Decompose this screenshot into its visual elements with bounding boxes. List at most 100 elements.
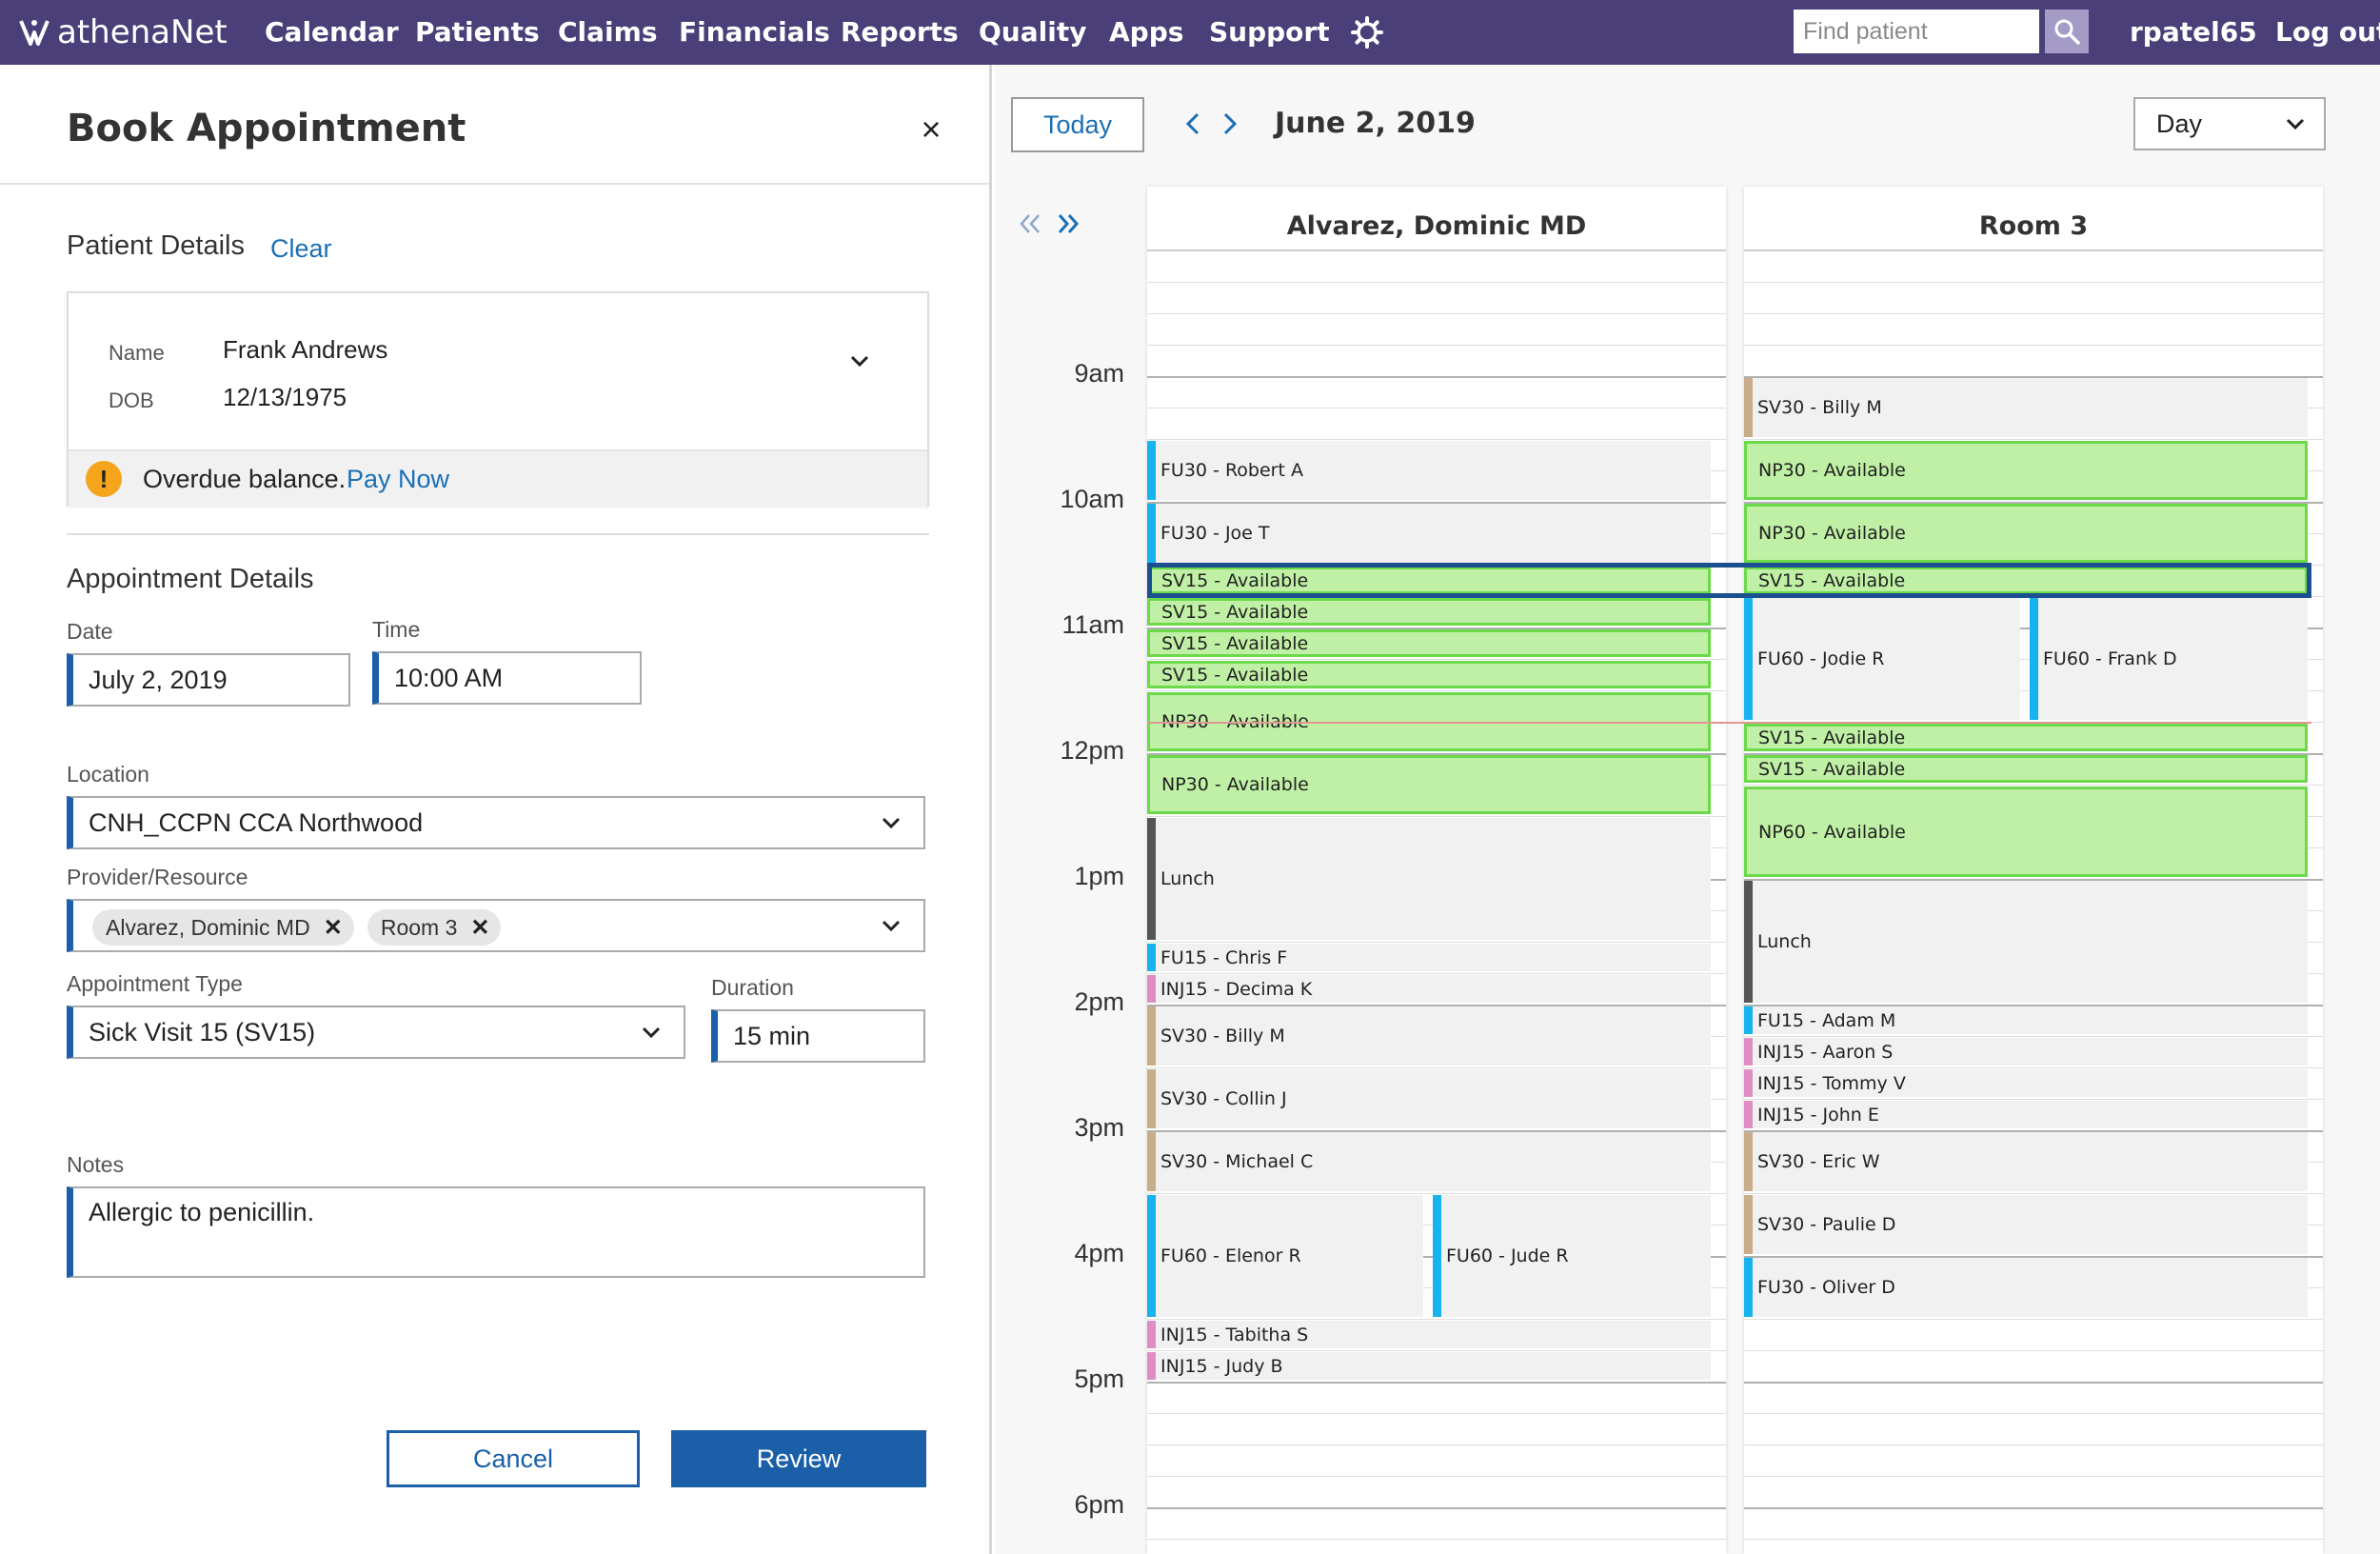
appointment-block[interactable]: INJ15 - Aaron S: [1744, 1038, 2308, 1066]
grid-line: [1744, 439, 2323, 440]
appointment-block[interactable]: INJ15 - Tabitha S: [1147, 1321, 1711, 1348]
available-slot[interactable]: NP30 - Available: [1744, 504, 2308, 563]
appointment-block[interactable]: SV30 - Michael C: [1147, 1132, 1711, 1191]
nav-quality[interactable]: Quality: [979, 16, 1087, 48]
lunch-block[interactable]: Lunch: [1744, 881, 2308, 1003]
review-button[interactable]: Review: [671, 1430, 926, 1487]
appointment-block[interactable]: FU30 - Oliver D: [1744, 1258, 2308, 1317]
appointment-color-bar: [1744, 1195, 1753, 1254]
close-button[interactable]: ×: [921, 110, 942, 149]
chevron-down-icon[interactable]: [845, 347, 874, 375]
pay-now-link[interactable]: Pay Now: [347, 465, 450, 493]
available-slot[interactable]: SV15 - Available: [1147, 598, 1711, 626]
nav-patients[interactable]: Patients: [415, 16, 540, 48]
available-slot[interactable]: SV15 - Available: [1147, 661, 1711, 688]
provider-select[interactable]: Alvarez, Dominic MD ✕ Room 3 ✕: [67, 899, 925, 952]
date-value: July 2, 2019: [89, 666, 228, 694]
nav-support[interactable]: Support: [1209, 16, 1330, 48]
appointment-block[interactable]: FU30 - Joe T: [1147, 504, 1711, 563]
appointment-block[interactable]: SV30 - Billy M: [1744, 378, 2308, 437]
appointment-color-bar: [1147, 1006, 1156, 1066]
panel-title: Book Appointment: [67, 107, 466, 150]
appointment-block[interactable]: FU60 - Frank D: [2030, 598, 2308, 720]
appointment-block[interactable]: SV30 - Eric W: [1744, 1132, 2308, 1191]
grid-line: [1147, 753, 1726, 755]
grid-line: [1744, 753, 2323, 755]
search-button[interactable]: [2045, 10, 2089, 53]
lunch-block[interactable]: Lunch: [1147, 818, 1711, 940]
available-slot[interactable]: SV15 - Available: [1744, 724, 2308, 751]
appointment-block[interactable]: FU15 - Chris F: [1147, 944, 1711, 971]
appointment-label: SV15 - Available: [1161, 632, 1309, 654]
double-chevron-left-icon[interactable]: [1016, 209, 1044, 238]
time-label: 2pm: [1074, 987, 1124, 1016]
date-field[interactable]: July 2, 2019: [67, 653, 350, 707]
grid-line: [1744, 1382, 2323, 1384]
today-button[interactable]: Today: [1011, 97, 1144, 152]
location-select[interactable]: CNH_CCPN CCA Northwood: [67, 796, 925, 849]
appointment-block[interactable]: INJ15 - Tommy V: [1744, 1069, 2308, 1097]
available-slot[interactable]: SV15 - Available: [1147, 629, 1711, 657]
search-icon: [2054, 19, 2080, 45]
appointment-block[interactable]: INJ15 - Judy B: [1147, 1352, 1711, 1380]
grid-line: [1147, 1350, 1726, 1351]
grid-line: [1744, 1319, 2323, 1320]
grid-line: [1744, 1005, 2323, 1006]
nav-financials[interactable]: Financials: [679, 16, 830, 48]
appointment-block[interactable]: INJ15 - Decima K: [1147, 975, 1711, 1003]
appointment-block[interactable]: FU15 - Adam M: [1744, 1006, 2308, 1034]
appointment-label: NP30 - Available: [1161, 774, 1309, 795]
available-slot[interactable]: NP60 - Available: [1744, 787, 2308, 877]
grid-line: [1147, 659, 1726, 660]
patient-details-heading: Patient Details: [67, 230, 245, 261]
duration-field[interactable]: 15 min: [711, 1009, 925, 1063]
available-slot[interactable]: NP30 - Available: [1147, 755, 1711, 814]
appointment-type-select[interactable]: Sick Visit 15 (SV15): [67, 1006, 685, 1059]
chevron-left-icon[interactable]: [1179, 107, 1207, 141]
appointment-block[interactable]: FU60 - Jodie R: [1744, 598, 2020, 720]
nav-apps[interactable]: Apps: [1109, 16, 1184, 48]
appointment-block[interactable]: FU30 - Robert A: [1147, 441, 1711, 500]
notes-textarea[interactable]: Allergic to penicillin.: [67, 1186, 925, 1278]
grid-line: [1744, 1539, 2323, 1540]
nav-reports[interactable]: Reports: [841, 16, 959, 48]
location-label: Location: [67, 762, 149, 787]
appointment-block[interactable]: SV30 - Billy M: [1147, 1006, 1711, 1066]
appointment-block[interactable]: SV30 - Paulie D: [1744, 1195, 2308, 1254]
appointment-label: Lunch: [1160, 868, 1215, 889]
appointment-label: SV15 - Available: [1161, 569, 1309, 591]
remove-chip-icon[interactable]: ✕: [470, 914, 490, 941]
available-slot[interactable]: SV15 - Available: [1744, 567, 2308, 594]
nav-claims[interactable]: Claims: [558, 16, 658, 48]
selected-time-slot[interactable]: [1147, 563, 2311, 598]
appointment-block[interactable]: SV30 - Collin J: [1147, 1069, 1711, 1128]
appointment-color-bar: [1147, 818, 1156, 940]
cancel-button[interactable]: Cancel: [387, 1430, 640, 1487]
time-field[interactable]: 10:00 AM: [372, 651, 642, 705]
remove-chip-icon[interactable]: ✕: [323, 914, 343, 941]
current-time-line: [1147, 722, 2311, 724]
available-slot[interactable]: SV15 - Available: [1147, 567, 1711, 594]
grid-line: [1147, 502, 1726, 504]
clear-link[interactable]: Clear: [270, 234, 332, 263]
appointment-block[interactable]: INJ15 - John E: [1744, 1101, 2308, 1128]
appointment-block[interactable]: FU60 - Elenor R: [1147, 1195, 1423, 1317]
chevron-down-icon: [882, 817, 901, 829]
gear-icon[interactable]: [1350, 15, 1384, 50]
appointment-block[interactable]: FU60 - Jude R: [1433, 1195, 1711, 1317]
grid-line: [1744, 1256, 2323, 1258]
nav-calendar[interactable]: Calendar: [265, 16, 399, 48]
chevron-right-icon[interactable]: [1216, 107, 1244, 141]
available-slot[interactable]: NP30 - Available: [1744, 441, 2308, 500]
find-patient-input[interactable]: [1794, 10, 2039, 53]
appointment-label: FU30 - Robert A: [1160, 460, 1303, 481]
time-label: 11am: [1061, 610, 1124, 639]
duration-value: 15 min: [733, 1022, 811, 1050]
double-chevron-right-icon[interactable]: [1054, 209, 1082, 238]
username-link[interactable]: rpatel65: [2130, 16, 2257, 48]
available-slot[interactable]: SV15 - Available: [1744, 755, 2308, 783]
brand-logo[interactable]: athenaNet: [17, 11, 228, 53]
view-select[interactable]: Day: [2133, 97, 2326, 150]
logout-link[interactable]: Log out: [2275, 16, 2380, 48]
patient-card[interactable]: Name Frank Andrews DOB 12/13/1975 ! Over…: [67, 291, 929, 507]
